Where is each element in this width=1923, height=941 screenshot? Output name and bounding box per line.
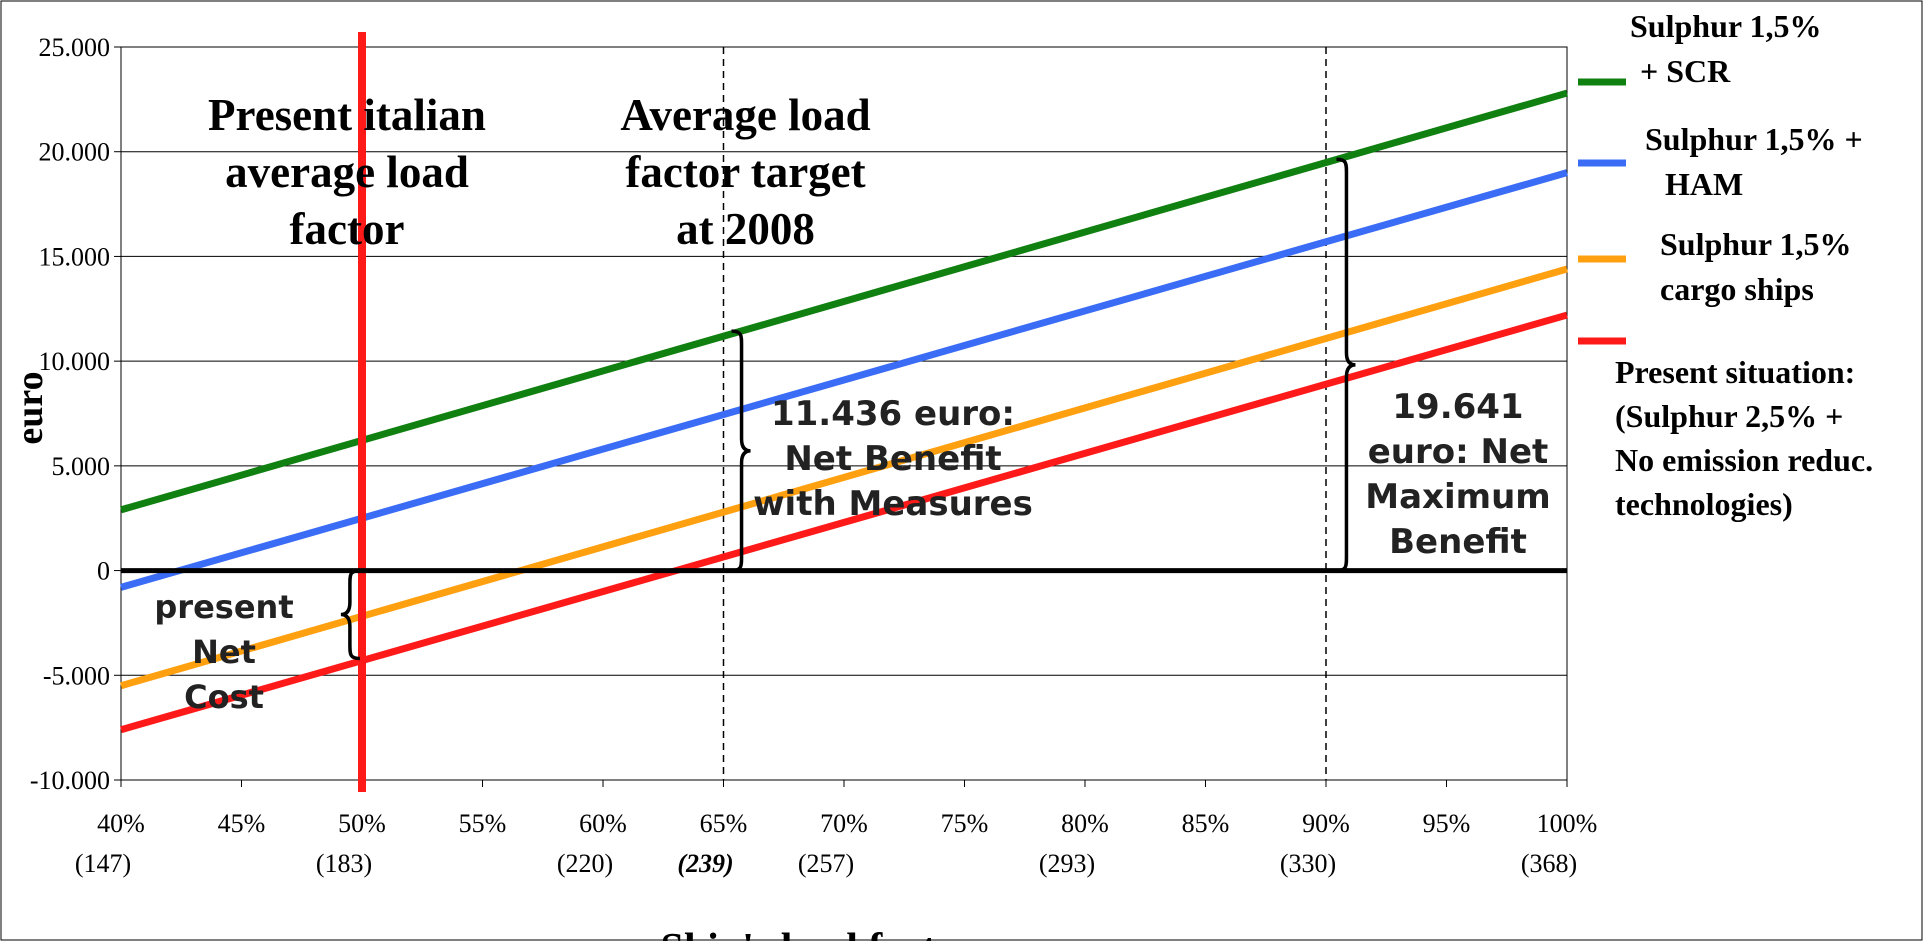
x-tick-sublabel: (368) <box>1521 849 1577 878</box>
annotation-net-benefit-with-measures: 11.436 euro: Net Benefit with Measures <box>731 329 1033 573</box>
legend-label-line: Sulphur 1,5% <box>1630 8 1822 44</box>
x-tick-label: 50% <box>338 809 386 838</box>
x-tick-label: 80% <box>1061 809 1109 838</box>
x-axis-label: Ship's load factor <box>660 926 975 941</box>
x-tick-label: 55% <box>459 809 507 838</box>
legend-entry-1: Sulphur 1,5% + SCR <box>1578 8 1822 89</box>
annotation-present-net-cost: present Net Cost <box>154 568 360 716</box>
reference-label-line: factor <box>290 204 405 254</box>
legend-label-line: No emission reduc. <box>1615 442 1873 478</box>
annotation-text-line: Net <box>192 633 256 671</box>
annotation-text-line: present <box>154 588 293 626</box>
annotation-text-line: Net Benefit <box>784 439 1001 479</box>
reference-label-line: average load <box>225 147 469 197</box>
x-tick-label: 75% <box>941 809 989 838</box>
y-tick-label: 5.000 <box>52 452 111 481</box>
y-tick-labels: 25.000 20.000 15.000 10.000 5.000 0 -5.000 -10.… <box>30 33 121 795</box>
x-tick-label: 85% <box>1182 809 1230 838</box>
legend-label-line: technologies) <box>1615 486 1793 522</box>
reference-label-line: at 2008 <box>676 204 815 254</box>
annotation-text-line: Maximum <box>1365 477 1550 517</box>
axes: 25.000 20.000 15.000 10.000 5.000 0 -5.000 -10.… <box>9 33 1597 941</box>
legend-entry-2: Sulphur 1,5% + HAM <box>1578 121 1863 202</box>
reference-label-65: Average load factor target at 2008 <box>620 90 870 254</box>
reference-lines: Present italian average load factor Average… <box>208 32 871 792</box>
x-tick-label: 100% <box>1537 809 1598 838</box>
y-tick-label: 15.000 <box>39 242 111 271</box>
x-tick-labels: 40% (147) 45% 50% (183) 55% 60% (220) 65% (239) 70… <box>75 780 1598 878</box>
x-tick-sublabel: (239) <box>677 849 733 878</box>
annotation-text-line: euro: Net <box>1368 432 1549 472</box>
reference-label-line: Average load <box>620 90 870 140</box>
annotation-net-maximum-benefit: 19.641 euro: Net Maximum Benefit <box>1336 157 1551 573</box>
annotations: present Net Cost 11.436 euro: Net Benefit wit… <box>154 157 1551 716</box>
y-tick-label: -5.000 <box>43 661 110 690</box>
brace <box>340 568 360 661</box>
legend-entry-3: Sulphur 1,5% cargo ships <box>1578 226 1852 307</box>
x-tick-label: 65% <box>700 809 748 838</box>
x-tick-sublabel: (183) <box>316 849 372 878</box>
legend-label-line: + SCR <box>1640 53 1731 89</box>
annotation-text-line: Benefit <box>1389 522 1527 562</box>
y-tick-label: 10.000 <box>39 347 111 376</box>
y-tick-label: -10.000 <box>30 766 110 795</box>
y-axis-label: euro <box>9 371 51 444</box>
x-tick-sublabel: (257) <box>798 849 854 878</box>
y-tick-label: 20.000 <box>39 138 111 167</box>
x-tick-label: 45% <box>218 809 266 838</box>
reference-label-50: Present italian average load factor <box>208 90 486 254</box>
legend-entry-4: Present situation: (Sulphur 2,5% + No emis… <box>1578 337 1873 522</box>
x-tick-sublabel: (220) <box>557 849 613 878</box>
brace <box>731 329 751 573</box>
annotation-text-line: Cost <box>184 678 264 716</box>
x-tick-label: 95% <box>1423 809 1471 838</box>
legend-label-line: Sulphur 1,5% <box>1660 226 1852 262</box>
x-tick-label: 60% <box>579 809 627 838</box>
annotation-text-line: with Measures <box>753 484 1033 524</box>
reference-label-line: factor target <box>625 147 865 197</box>
annotation-text-line: 11.436 euro: <box>771 394 1015 434</box>
y-tick-label: 25.000 <box>39 33 111 62</box>
brace <box>1336 157 1356 573</box>
x-tick-label: 90% <box>1302 809 1350 838</box>
y-tick-label: 0 <box>97 557 110 586</box>
legend-label-line: HAM <box>1665 166 1743 202</box>
annotation-text-line: 19.641 <box>1392 387 1523 427</box>
legend-label-line: Sulphur 1,5% + <box>1645 121 1863 157</box>
reference-label-line: Present italian <box>208 90 486 140</box>
x-tick-sublabel: (330) <box>1280 849 1336 878</box>
legend-label-line: cargo ships <box>1660 271 1814 307</box>
x-tick-sublabel: (147) <box>75 849 131 878</box>
legend-label-line: Present situation: <box>1615 354 1855 390</box>
legend-label-line: (Sulphur 2,5% + <box>1615 398 1843 434</box>
x-tick-label: 70% <box>820 809 868 838</box>
x-tick-sublabel: (293) <box>1039 849 1095 878</box>
x-tick-label: 40% <box>97 809 145 838</box>
